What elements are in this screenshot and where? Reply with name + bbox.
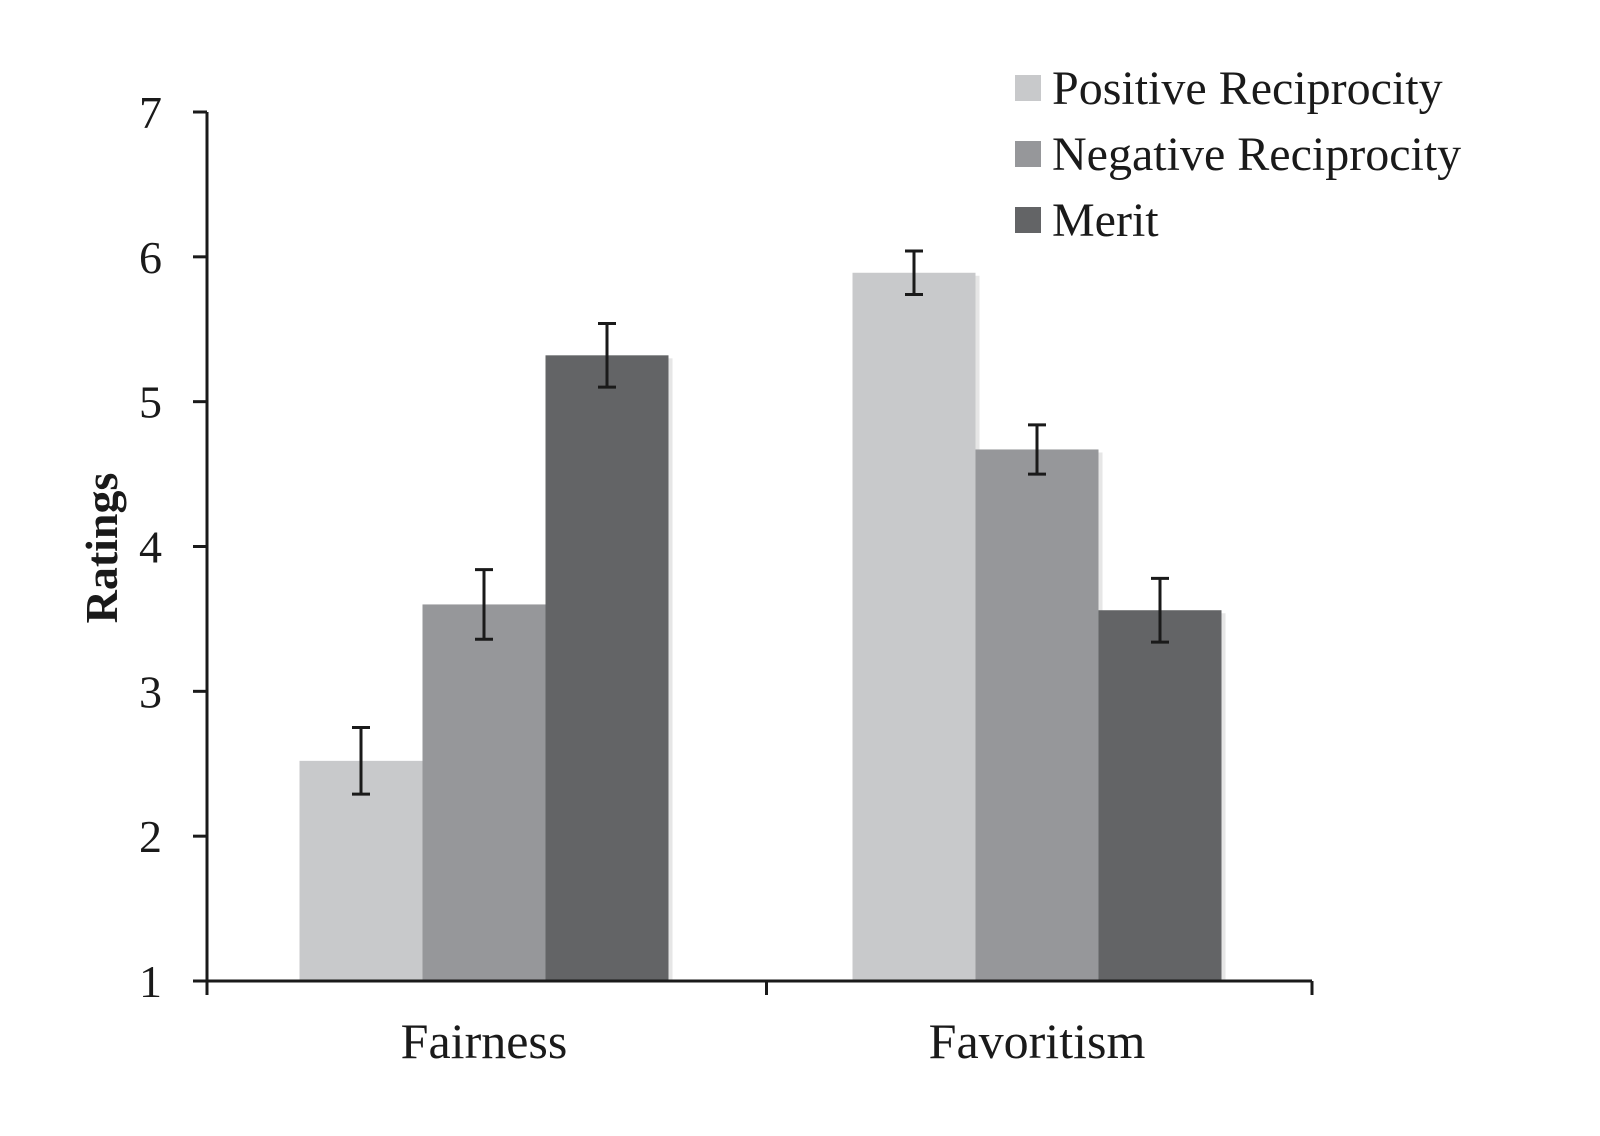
- y-tick-label: 6: [139, 232, 162, 283]
- legend-item: Positive Reciprocity: [1015, 62, 1443, 115]
- legend-item: Negative Reciprocity: [1015, 128, 1461, 181]
- y-tick-label: 3: [139, 666, 162, 717]
- error-bar: [475, 568, 493, 641]
- bars-layer: [299, 249, 1226, 981]
- bar: [1098, 610, 1222, 981]
- legend-label: Merit: [1052, 194, 1159, 247]
- y-tick-label: 1: [139, 956, 162, 1007]
- y-tick-label: 4: [139, 522, 162, 573]
- bar: [852, 272, 976, 981]
- y-tick-label: 5: [139, 377, 162, 428]
- legend-item: Merit: [1015, 194, 1159, 247]
- error-bar: [1028, 423, 1046, 476]
- bar: [545, 355, 669, 981]
- legend-label: Positive Reciprocity: [1052, 62, 1443, 115]
- error-bar: [598, 321, 616, 389]
- bar: [299, 760, 423, 981]
- axes-layer: [193, 112, 1314, 995]
- legend-label: Negative Reciprocity: [1052, 128, 1461, 181]
- legend-swatch: [1015, 207, 1041, 233]
- bar: [975, 449, 1099, 981]
- x-category-labels: Fairness Favoritism: [401, 1013, 1146, 1069]
- error-bar: [905, 249, 923, 296]
- y-axis-title: Ratings: [76, 473, 127, 624]
- y-tick-label: 2: [139, 811, 162, 862]
- legend-swatch: [1015, 141, 1041, 167]
- y-tick-label: 7: [139, 87, 162, 138]
- y-ticks: 1 2 3 4 5 6 7: [139, 87, 207, 1007]
- legend-swatch: [1015, 75, 1041, 101]
- x-category-label: Favoritism: [929, 1013, 1146, 1069]
- legend: Positive Reciprocity Negative Reciprocity…: [1015, 62, 1461, 247]
- x-category-label: Fairness: [401, 1013, 568, 1069]
- error-bar: [352, 726, 370, 796]
- bar: [422, 604, 546, 981]
- error-bar: [1151, 576, 1169, 644]
